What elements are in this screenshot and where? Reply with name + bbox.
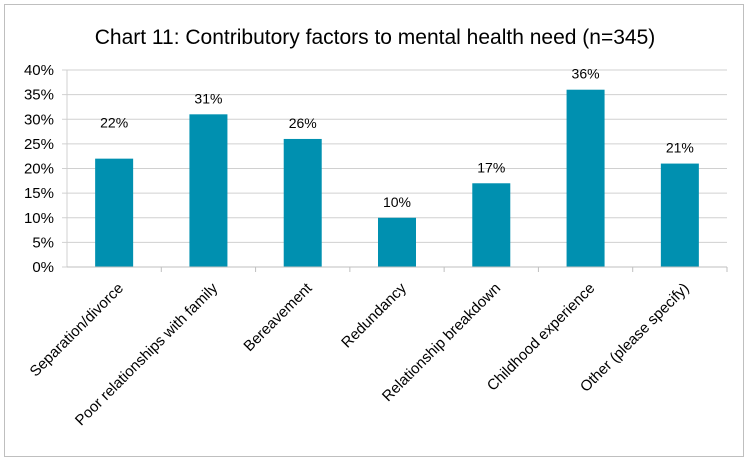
data-label: 17% (477, 159, 505, 175)
chart-title: Chart 11: Contributory factors to mental… (95, 26, 656, 49)
bars (95, 89, 699, 267)
data-labels: 22% 31% 26% 10% 17% 36% 21% (100, 66, 694, 210)
x-category-label: Childhood experience (484, 280, 599, 395)
x-category-label: Other (please specify) (577, 280, 693, 396)
data-label: 21% (666, 140, 694, 156)
x-category-label: Redundancy (338, 279, 410, 351)
y-tick-label: 35% (24, 87, 54, 104)
bar (660, 163, 699, 267)
y-tick-label: 25% (24, 136, 54, 153)
y-tick-label: 30% (24, 111, 54, 128)
y-tick-label: 10% (24, 210, 54, 227)
data-label: 36% (572, 66, 600, 82)
y-tick-label: 20% (24, 161, 54, 178)
bar (95, 158, 134, 267)
bar (378, 217, 416, 267)
y-tick-label: 5% (32, 234, 54, 251)
y-tick-label: 0% (32, 259, 54, 276)
y-axis-ticks: 0% 5% 10% 15% 20% 25% 30% 35% 40% (24, 62, 68, 276)
data-label: 22% (100, 115, 128, 131)
y-tick-label: 15% (24, 185, 54, 202)
bar (566, 89, 605, 267)
data-label: 26% (289, 115, 317, 131)
data-label: 10% (383, 194, 411, 210)
y-tick-label: 40% (24, 62, 54, 79)
bar (472, 183, 511, 267)
x-category-label: Bereavement (240, 279, 316, 355)
bar (189, 114, 228, 267)
data-label: 31% (194, 90, 222, 106)
x-category-label: Separation/divorce (27, 280, 127, 380)
gridlines (67, 69, 727, 243)
bar (283, 138, 322, 267)
